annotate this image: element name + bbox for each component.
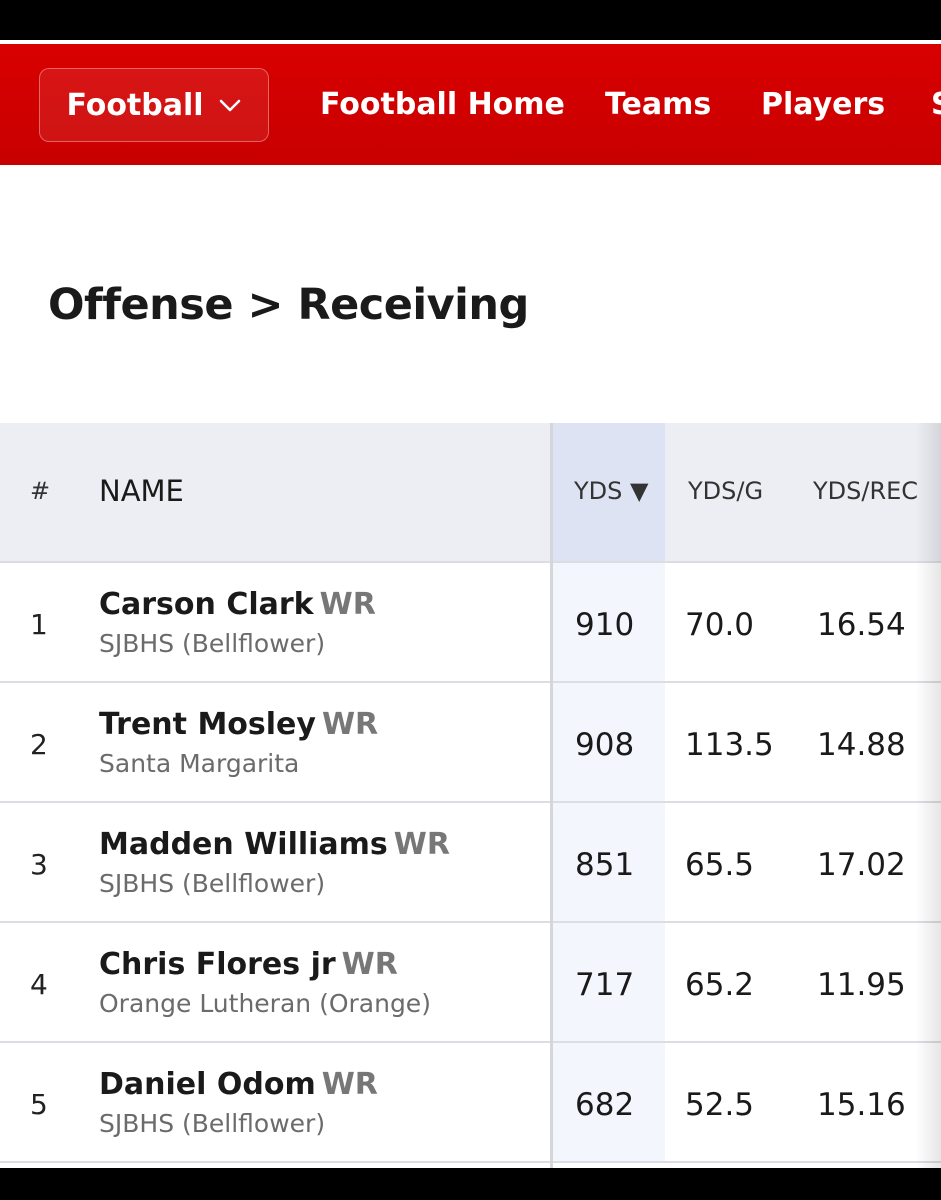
- yds-per-rec-value: 14.88: [817, 727, 906, 763]
- horizontal-scroll-shadow: [915, 423, 941, 1168]
- yds-value: 682: [575, 1087, 635, 1123]
- player-position: WR: [341, 947, 398, 982]
- row-rank: 3: [30, 848, 48, 881]
- yds-per-game-value: 70.0: [685, 607, 755, 643]
- row-rank: 1: [30, 608, 48, 641]
- page-title: Offense > Receiving: [48, 280, 529, 330]
- yds-per-rec-value: 11.95: [817, 967, 906, 1003]
- page-content: Football Football Home Teams Players S O…: [0, 40, 941, 1168]
- player-name: Carson Clark: [99, 587, 314, 622]
- table-header: # NAME YDS ▼ YDS/G YDS/REC: [0, 423, 941, 563]
- sorted-column-cell-bg: [553, 803, 665, 921]
- yds-per-game-value: 65.5: [685, 847, 755, 883]
- yds-value: 908: [575, 727, 635, 763]
- bottom-black-bar: [0, 1168, 941, 1200]
- nav-link-football-home[interactable]: Football Home: [320, 87, 565, 122]
- yds-value: 851: [575, 847, 635, 883]
- column-header-rank: #: [30, 477, 51, 505]
- player-name-link[interactable]: Madden Williams WR: [99, 827, 450, 862]
- nav-link-teams[interactable]: Teams: [605, 87, 712, 122]
- yds-per-rec-value: 17.02: [817, 847, 906, 883]
- stats-table: # NAME YDS ▼ YDS/G YDS/REC 1 Carson Clar…: [0, 423, 941, 1168]
- sorted-column-cell-bg: [553, 683, 665, 801]
- row-rank: 5: [30, 1088, 48, 1121]
- player-position: WR: [321, 707, 379, 742]
- row-rank: 2: [30, 728, 48, 761]
- nav-link-players[interactable]: Players: [761, 87, 886, 122]
- yds-per-game-value: 113.5: [685, 727, 774, 763]
- player-name: Daniel Odom: [99, 1067, 316, 1102]
- player-position: WR: [319, 587, 376, 622]
- sorted-column-cell-bg: [553, 1043, 665, 1161]
- top-navigation: Football Football Home Teams Players S: [0, 44, 941, 165]
- chevron-down-icon: [219, 99, 240, 112]
- table-row[interactable]: 4 Chris Flores jr WR Orange Lutheran (Ora…: [0, 923, 941, 1043]
- yds-per-game-value: 65.2: [685, 967, 755, 1003]
- sport-selector-label: Football: [66, 87, 204, 123]
- player-name-link[interactable]: Trent Mosley WR: [99, 707, 378, 742]
- column-header-yds-per-rec[interactable]: YDS/REC: [813, 477, 919, 505]
- table-row[interactable]: 5 Daniel Odom WR SJBHS (Bellflower) 682 5…: [0, 1043, 941, 1163]
- player-school: SJBHS (Bellflower): [99, 1109, 326, 1138]
- player-position: WR: [321, 1067, 378, 1102]
- player-position: WR: [393, 827, 450, 862]
- column-header-yds[interactable]: YDS ▼: [574, 477, 649, 505]
- player-name-link[interactable]: Chris Flores jr WR: [99, 947, 398, 982]
- nav-link-truncated[interactable]: S: [931, 86, 941, 124]
- sorted-column-cell-bg: [553, 563, 665, 681]
- player-name: Madden Williams: [99, 827, 388, 862]
- yds-per-rec-value: 16.54: [817, 607, 906, 643]
- player-name-link[interactable]: Carson Clark WR: [99, 587, 376, 622]
- player-school: SJBHS (Bellflower): [99, 629, 326, 658]
- player-school: Orange Lutheran (Orange): [99, 989, 431, 1018]
- frozen-column-divider: [550, 423, 553, 1168]
- player-name: Trent Mosley: [99, 707, 316, 742]
- sport-selector-dropdown[interactable]: Football: [39, 68, 269, 142]
- column-header-yds-per-game[interactable]: YDS/G: [688, 477, 764, 505]
- yds-per-game-value: 52.5: [685, 1087, 755, 1123]
- column-header-name[interactable]: NAME: [99, 474, 184, 508]
- player-school: SJBHS (Bellflower): [99, 869, 326, 898]
- top-black-bar: [0, 0, 941, 40]
- yds-per-rec-value: 15.16: [817, 1087, 906, 1123]
- table-row[interactable]: 1 Carson Clark WR SJBHS (Bellflower) 910 …: [0, 563, 941, 683]
- table-row[interactable]: 2 Trent Mosley WR Santa Margarita 908 113…: [0, 683, 941, 803]
- yds-value: 910: [575, 607, 635, 643]
- player-school: Santa Margarita: [99, 749, 300, 778]
- sorted-column-cell-bg: [553, 923, 665, 1041]
- player-name: Chris Flores jr: [99, 947, 336, 982]
- player-name-link[interactable]: Daniel Odom WR: [99, 1067, 378, 1102]
- yds-value: 717: [575, 967, 635, 1003]
- row-rank: 4: [30, 968, 48, 1001]
- table-row[interactable]: 3 Madden Williams WR SJBHS (Bellflower) 8…: [0, 803, 941, 923]
- sorted-column-header-bg: [553, 423, 665, 561]
